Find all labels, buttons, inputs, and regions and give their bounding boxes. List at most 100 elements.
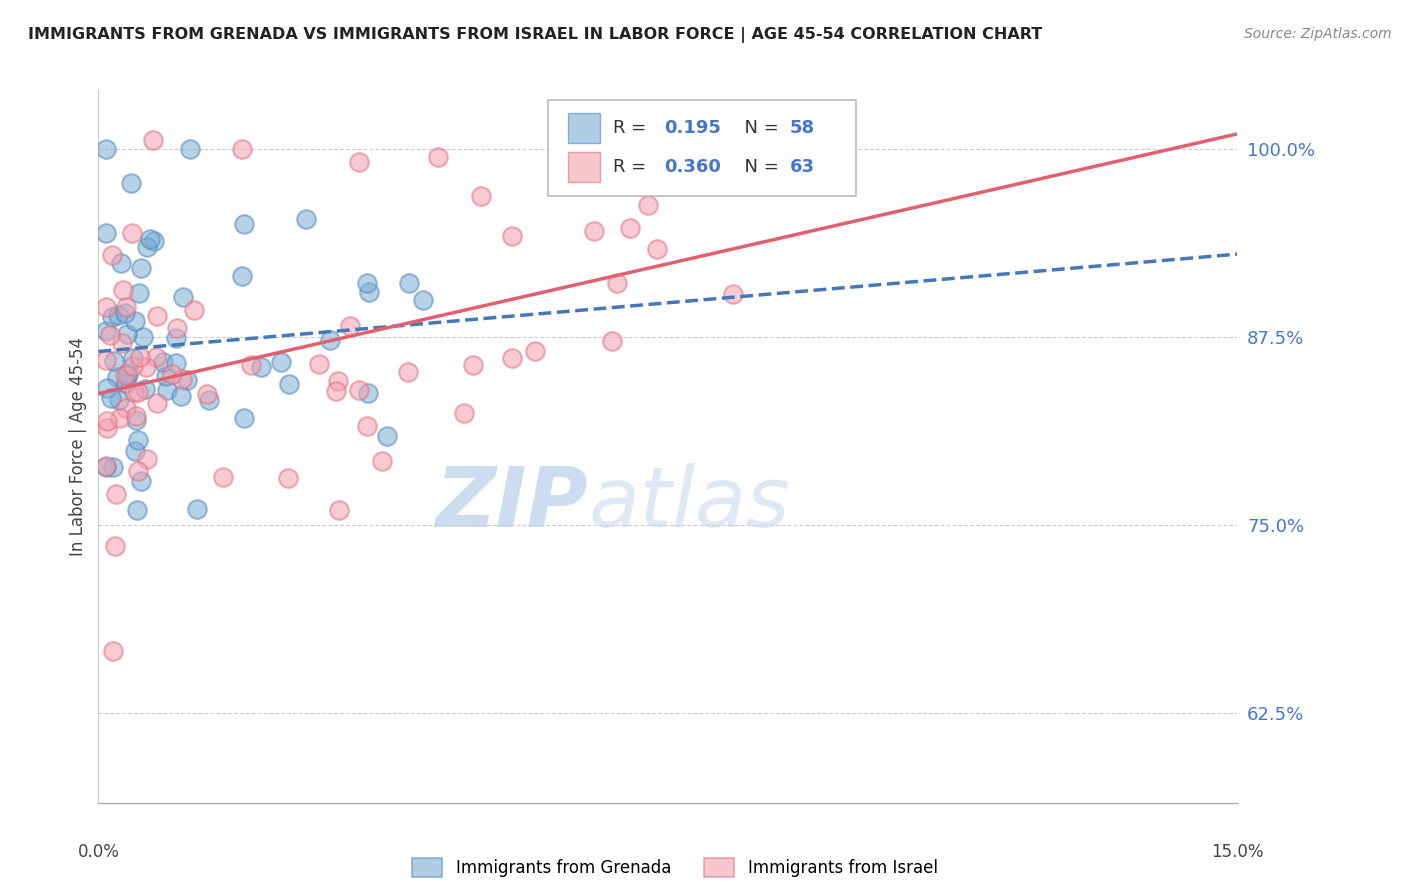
Text: IMMIGRANTS FROM GRENADA VS IMMIGRANTS FROM ISRAEL IN LABOR FORCE | AGE 45-54 COR: IMMIGRANTS FROM GRENADA VS IMMIGRANTS FR… <box>28 27 1042 43</box>
Point <box>339 319 361 334</box>
Point <box>94 459 117 474</box>
Point <box>277 376 299 391</box>
Point <box>412 293 434 307</box>
Text: 15.0%: 15.0% <box>1211 843 1264 861</box>
Point <box>501 228 523 243</box>
Point <box>115 376 138 391</box>
Point <box>115 326 138 341</box>
Point <box>122 351 145 365</box>
Point <box>120 177 142 191</box>
Point <box>100 391 122 405</box>
Point <box>132 330 155 344</box>
FancyBboxPatch shape <box>548 100 856 196</box>
Point <box>152 354 174 368</box>
Text: N =: N = <box>733 120 785 137</box>
Point <box>135 360 157 375</box>
Point <box>396 365 419 379</box>
Point <box>169 389 191 403</box>
Point <box>96 381 118 395</box>
Point <box>233 410 256 425</box>
Point <box>523 344 546 359</box>
Point <box>127 464 149 478</box>
Point <box>124 444 146 458</box>
Point <box>94 301 117 315</box>
Point <box>127 385 149 400</box>
Point <box>103 644 125 658</box>
Text: 63: 63 <box>790 158 814 176</box>
Point <box>139 232 162 246</box>
Point <box>583 224 606 238</box>
Point <box>328 503 350 517</box>
Point <box>94 352 117 367</box>
Point <box>233 217 256 231</box>
Point <box>370 454 392 468</box>
Text: ZIP: ZIP <box>436 463 588 543</box>
Point <box>619 221 641 235</box>
Point <box>96 414 118 428</box>
Point <box>166 321 188 335</box>
Point <box>121 227 143 241</box>
Point <box>115 367 138 381</box>
Point <box>94 227 117 241</box>
Point <box>128 350 150 364</box>
Point <box>125 409 148 424</box>
Point <box>183 302 205 317</box>
Point <box>277 471 299 485</box>
Point <box>117 368 139 383</box>
Point <box>136 452 159 467</box>
Point <box>637 197 659 211</box>
Point <box>319 334 342 348</box>
Point <box>134 382 156 396</box>
Text: 0.360: 0.360 <box>665 158 721 176</box>
Point <box>176 373 198 387</box>
Point <box>606 276 628 290</box>
Point <box>470 189 492 203</box>
Point <box>94 324 117 338</box>
Text: N =: N = <box>733 158 785 176</box>
Point <box>645 242 668 256</box>
Bar <box>568 152 599 182</box>
Text: R =: R = <box>613 158 652 176</box>
Point <box>125 502 148 516</box>
Point <box>101 310 124 324</box>
Point <box>127 433 149 447</box>
Point <box>166 331 188 345</box>
Point <box>359 285 381 299</box>
Point <box>111 335 134 350</box>
Point <box>105 486 128 500</box>
Text: 0.195: 0.195 <box>665 120 721 137</box>
Point <box>186 501 208 516</box>
Point <box>98 328 121 343</box>
Point <box>145 350 167 364</box>
Text: 0.0%: 0.0% <box>77 843 120 861</box>
Point <box>108 392 131 407</box>
Point <box>129 474 152 488</box>
Point <box>356 418 378 433</box>
Point <box>114 306 136 320</box>
Point <box>325 384 347 399</box>
Point <box>198 392 221 407</box>
Point <box>110 256 132 270</box>
Text: R =: R = <box>613 120 652 137</box>
Point <box>398 277 420 291</box>
Point <box>111 283 134 297</box>
Point <box>114 368 136 383</box>
Point <box>146 395 169 409</box>
Point <box>121 359 143 374</box>
Legend: Immigrants from Grenada, Immigrants from Israel: Immigrants from Grenada, Immigrants from… <box>405 851 945 884</box>
Point <box>231 268 253 283</box>
Point <box>294 211 316 226</box>
Point <box>155 368 177 383</box>
Point <box>94 142 117 156</box>
Point <box>125 413 148 427</box>
Point <box>128 285 150 300</box>
Point <box>103 354 125 368</box>
Point <box>101 248 124 262</box>
Point <box>122 385 145 400</box>
Point <box>179 142 201 156</box>
Point <box>115 300 138 314</box>
Point <box>162 368 184 382</box>
Point <box>721 286 744 301</box>
Point <box>165 356 187 370</box>
Point <box>124 314 146 328</box>
